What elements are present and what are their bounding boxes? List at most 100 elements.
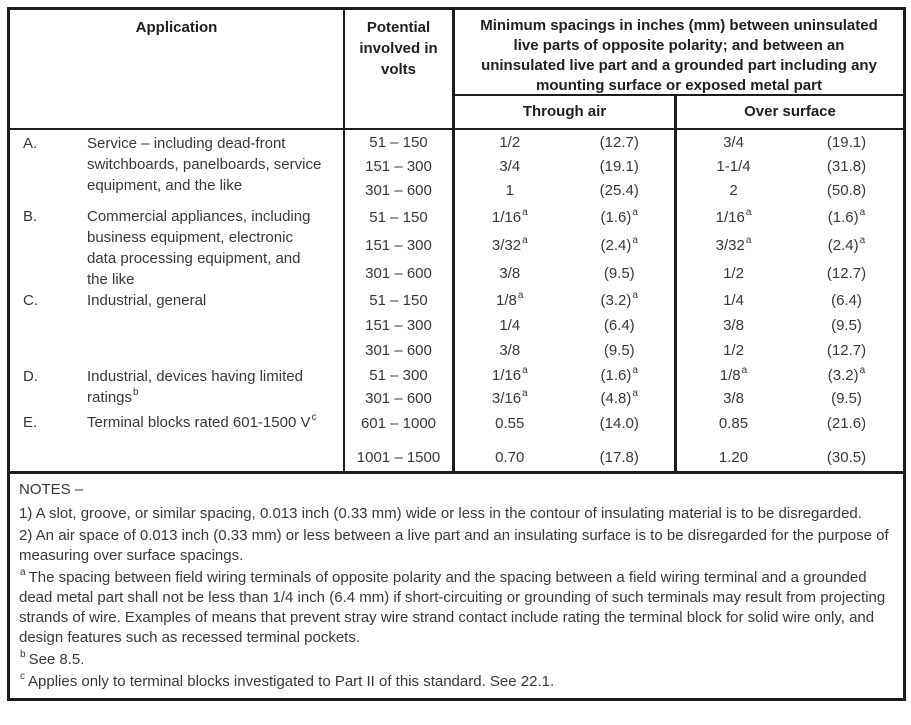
over-surface-inches: 1.20	[718, 449, 749, 466]
over-surface-values: 2 (50.8)	[677, 179, 903, 203]
through-air-inches: 3/32a	[491, 235, 528, 255]
over-surface-values: 1-1/4 (31.8)	[677, 155, 903, 179]
row-through-air-cell: 1/16a (1.6)a 3/32a (2.4)a 3/8 (9.5)	[455, 203, 677, 287]
over-surface-values: 1/2 (12.7)	[677, 338, 903, 363]
over-surface-mm: (12.7)	[826, 265, 867, 282]
row-voltage-cell: 51 – 150 151 – 300 301 – 600	[345, 130, 455, 203]
table-header: Application Potential involved in volts …	[10, 10, 903, 130]
row-description: Industrial, general	[87, 292, 207, 309]
row-voltage-cell: 51 – 300 301 – 600	[345, 363, 455, 409]
through-air-values: 0.70 (17.8)	[455, 444, 674, 471]
over-surface-values: 3/4 (19.1)	[677, 131, 903, 155]
over-surface-inches: 0.85	[718, 415, 749, 432]
voltage-range: 301 – 600	[365, 390, 432, 407]
over-surface-inches: 1/8a	[719, 365, 748, 385]
row-through-air-cell: 0.55 (14.0) 0.70 (17.8)	[455, 409, 677, 471]
over-surface-inches: 1/2	[723, 342, 744, 359]
through-air-inches: 0.70	[495, 449, 525, 466]
over-surface-values: 3/32a (2.4)a	[677, 232, 903, 260]
note-item: 1) A slot, groove, or similar spacing, 0…	[19, 504, 894, 524]
over-surface-mm: (2.4)a	[827, 235, 866, 255]
through-air-inches: 3/16a	[491, 388, 528, 408]
voltage-range: 51 – 300	[369, 367, 428, 384]
note-text: See 8.5.	[28, 651, 85, 668]
header-through-air-label: Through air	[522, 103, 607, 120]
over-surface-mm: (12.7)	[826, 342, 867, 359]
over-surface-inches: 2	[729, 182, 738, 199]
row-over-surface-cell: 1/16a (1.6)a 3/32a (2.4)a 1/2 (12.7)	[677, 203, 903, 287]
voltage-range: 51 – 150	[369, 209, 428, 226]
over-surface-inches: 3/4	[723, 134, 744, 151]
row-letter: D.	[23, 368, 38, 385]
through-air-values: 3/4 (19.1)	[455, 155, 674, 179]
row-voltage-cell: 51 – 150 151 – 300 301 – 600	[345, 287, 455, 363]
through-air-values: 1/16a (1.6)a	[455, 204, 674, 232]
over-surface-values: 3/8 (9.5)	[677, 313, 903, 338]
row-application-cell: B. Commercial appliances, including busi…	[10, 203, 345, 287]
header-subrow: Through air Over surface	[455, 94, 903, 128]
table-row: D. Industrial, devices having limited ra…	[10, 363, 903, 409]
row-letter: B.	[23, 208, 38, 225]
over-surface-mm: (50.8)	[826, 182, 867, 199]
voltage-range: 151 – 300	[365, 317, 432, 334]
table-row: B. Commercial appliances, including busi…	[10, 203, 903, 287]
through-air-mm: (19.1)	[599, 158, 639, 175]
over-surface-values: 0.85 (21.6)	[677, 410, 903, 438]
note-marker: b	[20, 649, 26, 660]
header-potential: Potential involved in volts	[345, 10, 455, 128]
notes-title: NOTES –	[19, 481, 84, 498]
header-through-air: Through air	[455, 96, 677, 128]
table-row: A. Service – including dead-front switch…	[10, 130, 903, 203]
through-air-inches: 1/16a	[491, 365, 528, 385]
over-surface-mm: (30.5)	[826, 449, 867, 466]
voltage-range: 1001 – 1500	[356, 449, 441, 466]
over-surface-mm: (21.6)	[826, 415, 867, 432]
row-over-surface-cell: 3/4 (19.1) 1-1/4 (31.8) 2 (50.8)	[677, 130, 903, 203]
row-over-surface-cell: 1/8a (3.2)a 3/8 (9.5)	[677, 363, 903, 409]
row-description: Industrial, devices having limited ratin…	[87, 368, 303, 406]
header-spacings-title: Minimum spacings in inches (mm) between …	[455, 10, 903, 94]
through-air-inches: 3/8	[499, 265, 521, 282]
row-letter: A.	[23, 135, 38, 152]
note-text: 1) A slot, groove, or similar spacing, 0…	[19, 505, 862, 522]
through-air-values: 0.55 (14.0)	[455, 410, 674, 438]
through-air-mm: (14.0)	[599, 415, 639, 432]
note-item: 2) An air space of 0.013 inch (0.33 mm) …	[19, 526, 894, 566]
over-surface-mm: (6.4)	[831, 292, 862, 309]
over-surface-inches: 1/4	[723, 292, 744, 309]
voltage-range: 301 – 600	[365, 182, 432, 199]
voltage-range: 151 – 300	[365, 158, 432, 175]
through-air-mm: (25.4)	[599, 182, 639, 199]
table-row: C. Industrial, general 51 – 150 151 – 300…	[10, 287, 903, 363]
row-application-cell: A. Service – including dead-front switch…	[10, 130, 345, 203]
through-air-values: 1/2 (12.7)	[455, 131, 674, 155]
note-text: Applies only to terminal blocks investig…	[28, 673, 555, 690]
through-air-mm: (12.7)	[599, 134, 639, 151]
through-air-values: 1/8a (3.2)a	[455, 288, 674, 313]
over-surface-values: 1/16a (1.6)a	[677, 204, 903, 232]
row-through-air-cell: 1/2 (12.7) 3/4 (19.1) 1 (25.4)	[455, 130, 677, 203]
note-text: The spacing between field wiring termina…	[19, 569, 886, 646]
table-body: A. Service – including dead-front switch…	[10, 130, 903, 471]
row-voltage-cell: 601 – 1000 1001 – 1500	[345, 409, 455, 471]
through-air-values: 3/8 (9.5)	[455, 338, 674, 363]
row-application-cell: C. Industrial, general	[10, 287, 345, 363]
through-air-mm: (1.6)a	[600, 365, 638, 385]
over-surface-values: 1/8a (3.2)a	[677, 364, 903, 387]
notes-list: 1) A slot, groove, or similar spacing, 0…	[19, 504, 894, 692]
over-surface-inches: 3/8	[723, 317, 744, 334]
header-spacings-group: Minimum spacings in inches (mm) between …	[455, 10, 903, 128]
through-air-inches: 3/8	[499, 342, 521, 359]
note-text: 2) An air space of 0.013 inch (0.33 mm) …	[19, 527, 889, 564]
header-over-surface-label: Over surface	[744, 103, 836, 120]
through-air-inches: 0.55	[495, 415, 525, 432]
note-item: c Applies only to terminal blocks investi…	[19, 672, 894, 692]
row-through-air-cell: 1/16a (1.6)a 3/16a (4.8)a	[455, 363, 677, 409]
through-air-values: 3/32a (2.4)a	[455, 232, 674, 260]
voltage-range: 301 – 600	[365, 265, 432, 282]
over-surface-mm: (9.5)	[831, 317, 862, 334]
through-air-inches: 1/4	[499, 317, 521, 334]
header-application-label: Application	[135, 19, 218, 36]
over-surface-inches: 1/16a	[715, 207, 752, 227]
over-surface-mm: (19.1)	[826, 134, 867, 151]
